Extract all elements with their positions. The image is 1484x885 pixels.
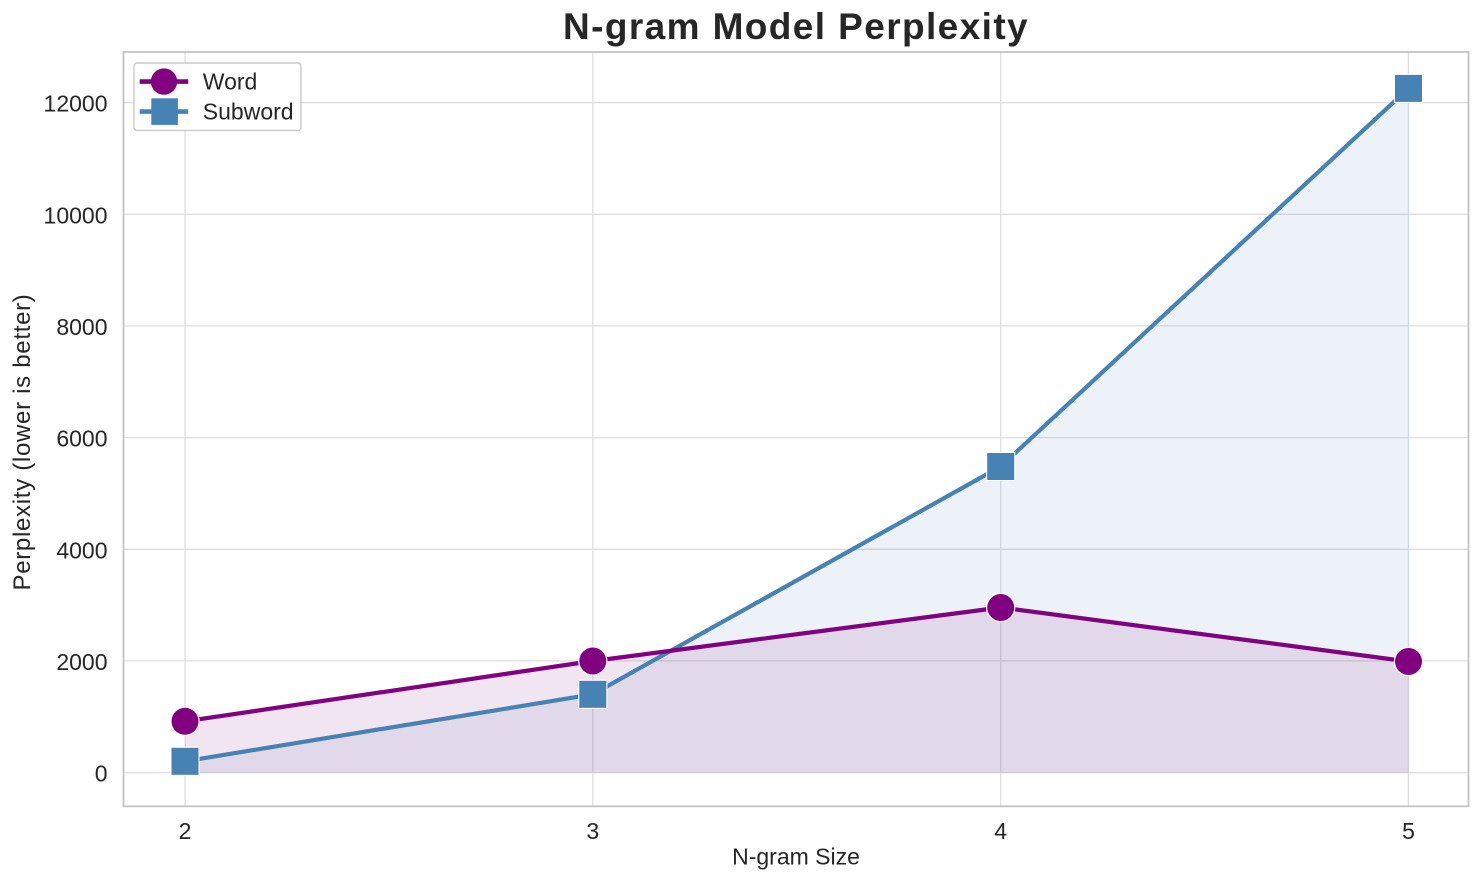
svg-text:2: 2 — [179, 818, 192, 844]
svg-text:8000: 8000 — [56, 314, 107, 340]
svg-text:4: 4 — [994, 818, 1007, 844]
svg-text:4000: 4000 — [56, 537, 107, 563]
svg-text:10000: 10000 — [44, 202, 108, 228]
svg-text:2000: 2000 — [56, 649, 107, 675]
svg-text:12000: 12000 — [44, 91, 108, 117]
svg-text:Perplexity (lower is better): Perplexity (lower is better) — [9, 293, 36, 590]
svg-text:5: 5 — [1402, 818, 1415, 844]
svg-text:N-gram Size: N-gram Size — [732, 844, 860, 870]
svg-text:3: 3 — [586, 818, 599, 844]
svg-text:0: 0 — [95, 761, 108, 787]
svg-text:Subword: Subword — [203, 99, 294, 125]
svg-text:Word: Word — [203, 69, 258, 95]
svg-text:N-gram Model Perplexity: N-gram Model Perplexity — [563, 6, 1029, 47]
svg-text:6000: 6000 — [56, 426, 107, 452]
